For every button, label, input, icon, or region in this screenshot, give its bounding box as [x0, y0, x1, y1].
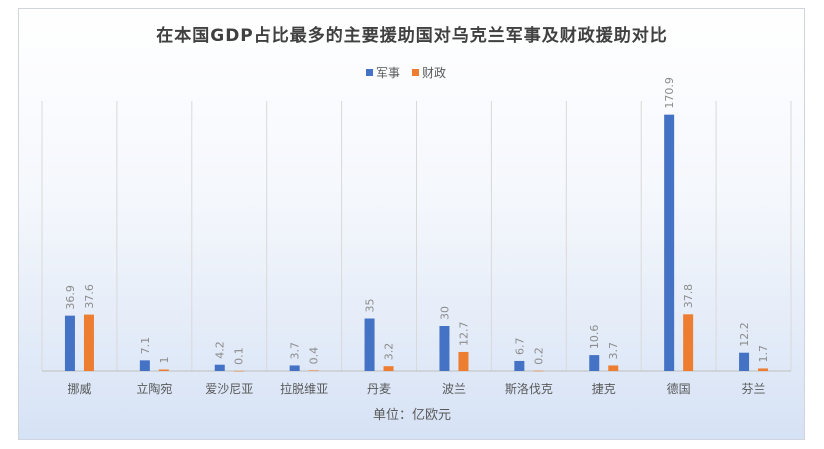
category-label-1: 立陶宛 — [136, 381, 172, 396]
data-label-6-1: 0.2 — [532, 347, 545, 365]
data-label-2-1: 0.1 — [233, 347, 246, 365]
bar-1-1 — [158, 369, 169, 371]
data-label-8-0: 170.9 — [663, 77, 676, 109]
category-label-0: 挪威 — [67, 382, 91, 396]
data-label-3-0: 3.7 — [289, 342, 302, 360]
legend-swatch-0 — [366, 69, 373, 76]
category-label-8: 德国 — [667, 381, 691, 396]
bar-8-1 — [683, 314, 694, 371]
bar-9-1 — [758, 368, 769, 371]
bar-2-1 — [233, 370, 244, 372]
data-label-2-0: 4.2 — [214, 341, 227, 359]
bar-6-0 — [514, 360, 525, 371]
category-labels: 挪威 立陶宛 爱沙尼亚 拉脱维亚 丹麦 波兰 斯洛伐克 捷克 德国 芬兰 — [67, 381, 765, 396]
category-label-4: 丹麦 — [367, 382, 391, 396]
data-label-5-1: 12.7 — [457, 321, 470, 346]
category-label-7: 捷克 — [592, 382, 616, 396]
data-label-9-0: 12.2 — [738, 322, 751, 347]
bar-1-0 — [139, 360, 150, 371]
data-labels: 36.9 37.6 7.1 1 4.2 0.1 3.7 0.4 35 3.2 30 12.7 6.7 0.… — [64, 77, 770, 365]
data-label-7-1: 3.7 — [607, 342, 620, 360]
bar-0-0 — [64, 315, 75, 371]
bar-4-0 — [364, 318, 375, 371]
data-label-0-0: 36.9 — [64, 285, 77, 310]
bar-2-0 — [214, 364, 225, 371]
data-label-3-1: 0.4 — [308, 347, 321, 365]
data-label-8-1: 37.8 — [682, 284, 695, 309]
legend-label-0: 军事 — [376, 66, 400, 80]
bar-7-1 — [608, 365, 619, 371]
category-label-2: 爱沙尼亚 — [205, 382, 253, 396]
bar-4-1 — [383, 366, 394, 371]
data-label-5-0: 30 — [438, 306, 451, 320]
legend-swatch-1 — [412, 69, 419, 76]
bar-3-0 — [289, 365, 300, 371]
data-label-7-0: 10.6 — [588, 325, 601, 350]
chart-title: 在本国GDP占比最多的主要援助国对乌克兰军事及财政援助对比 — [156, 25, 668, 46]
bar-3-1 — [308, 370, 319, 371]
bar-7-0 — [589, 355, 600, 371]
x-axis-label: 单位：亿欧元 — [373, 408, 451, 423]
data-label-9-1: 1.7 — [757, 345, 770, 363]
data-label-4-0: 35 — [364, 299, 377, 313]
bar-0-1 — [83, 314, 94, 371]
category-label-3: 拉脱维亚 — [280, 381, 328, 396]
legend-label-1: 财政 — [422, 66, 446, 80]
category-label-9: 芬兰 — [742, 382, 766, 396]
bar-5-1 — [458, 351, 469, 371]
data-label-4-1: 3.2 — [383, 343, 396, 361]
category-label-6: 斯洛伐克 — [505, 381, 553, 396]
bar-5-0 — [439, 326, 450, 371]
category-gridlines — [41, 101, 792, 372]
legend: 军事 财政 — [366, 66, 446, 80]
chart-area: 在本国GDP占比最多的主要援助国对乌克兰军事及财政援助对比 军事 财政 36.9 3… — [18, 8, 805, 440]
bar-chart: 在本国GDP占比最多的主要援助国对乌克兰军事及财政援助对比 军事 财政 36.9 3… — [41, 25, 792, 423]
data-label-1-1: 1 — [158, 357, 171, 364]
bar-6-1 — [533, 370, 544, 372]
data-label-0-1: 37.6 — [83, 284, 96, 309]
bars — [64, 114, 769, 372]
data-label-1-0: 7.1 — [139, 337, 152, 355]
category-label-5: 波兰 — [442, 382, 466, 396]
bar-8-0 — [664, 114, 675, 372]
bar-9-0 — [739, 352, 750, 371]
data-label-6-0: 6.7 — [513, 337, 526, 354]
